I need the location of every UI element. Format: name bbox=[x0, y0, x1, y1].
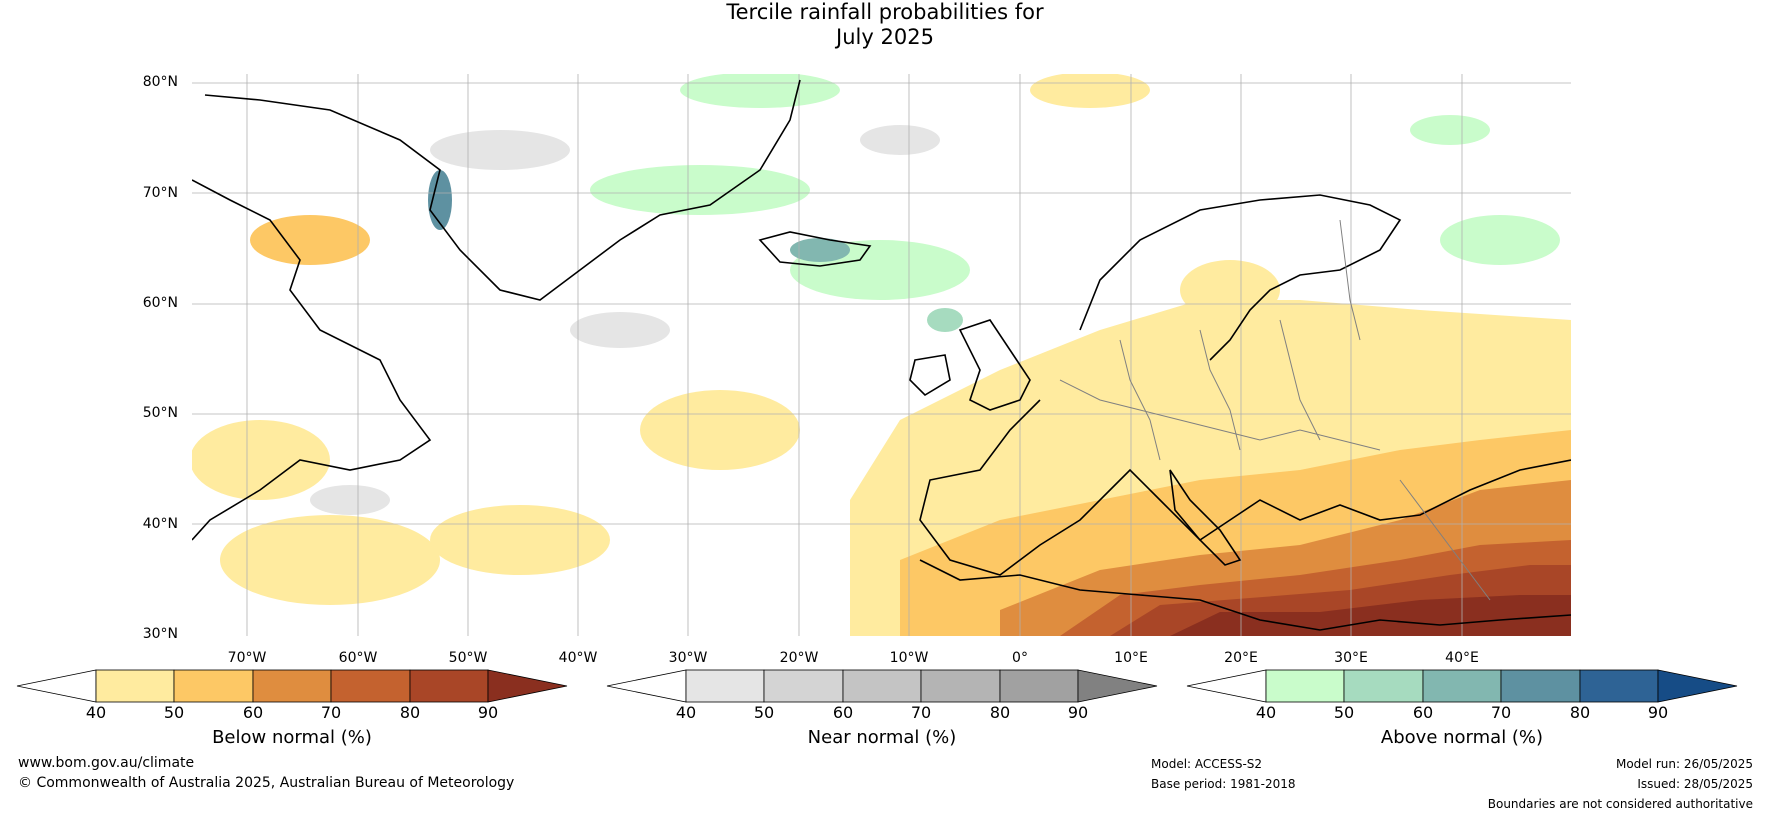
cb-near-tick-80: 80 bbox=[989, 703, 1011, 722]
country-borders bbox=[1059, 219, 1491, 601]
lon-label-50w: 50°W bbox=[448, 650, 488, 666]
scandinavia-coast bbox=[1079, 194, 1402, 361]
cb-below-lower-extend bbox=[16, 669, 97, 703]
cb-above-tick-50: 50 bbox=[1333, 703, 1355, 722]
footer-model: Model: ACCESS-S2 bbox=[1151, 757, 1263, 771]
cb-below-tick-40: 40 bbox=[85, 703, 107, 722]
africa-coast bbox=[919, 559, 1571, 631]
canada-coast bbox=[192, 179, 432, 541]
cb-near-lower-extend bbox=[606, 669, 687, 703]
colorbar-below-normal bbox=[16, 669, 568, 703]
title-line-2: July 2025 bbox=[836, 25, 934, 49]
lat-label-40n: 40°N bbox=[142, 516, 178, 532]
footer-disclaimer: Boundaries are not considered authoritat… bbox=[1487, 797, 1753, 811]
britain-coast bbox=[958, 319, 1031, 411]
lon-label-70w: 70°W bbox=[227, 650, 267, 666]
lon-label-20w: 20°W bbox=[779, 650, 819, 666]
cb-above-tick-70: 70 bbox=[1490, 703, 1512, 722]
cb-above-upper-extend bbox=[1657, 669, 1738, 703]
colorbar-title-above: Above normal (%) bbox=[1380, 727, 1544, 748]
lon-label-30e: 30°E bbox=[1334, 650, 1368, 666]
lon-label-20e: 20°E bbox=[1224, 650, 1258, 666]
cb-near-tick-90: 90 bbox=[1067, 703, 1089, 722]
lat-label-30n: 30°N bbox=[142, 626, 178, 642]
lat-label-80n: 80°N bbox=[142, 74, 178, 90]
cb-below-tick-70: 70 bbox=[320, 703, 342, 722]
coastlines bbox=[192, 79, 1571, 631]
greenland-coast bbox=[204, 79, 801, 301]
lon-label-10e: 10°E bbox=[1114, 650, 1148, 666]
lat-label-70n: 70°N bbox=[142, 185, 178, 201]
cb-near-tick-60: 60 bbox=[832, 703, 854, 722]
footer-issued: Issued: 28/05/2025 bbox=[1637, 777, 1753, 791]
cb-near-tick-70: 70 bbox=[910, 703, 932, 722]
title-line-1: Tercile rainfall probabilities for bbox=[726, 0, 1044, 24]
lon-label-30w: 30°W bbox=[668, 650, 708, 666]
cb-above-tick-60: 60 bbox=[1412, 703, 1434, 722]
lon-label-60w: 60°W bbox=[338, 650, 378, 666]
cb-near-tick-50: 50 bbox=[753, 703, 775, 722]
lon-label-10w: 10°W bbox=[889, 650, 929, 666]
below-normal-90-region bbox=[1170, 595, 1571, 636]
lat-label-50n: 50°N bbox=[142, 405, 178, 421]
europe-coast bbox=[919, 399, 1571, 576]
colorbar-above-normal bbox=[1186, 669, 1738, 703]
colorbar-title-below: Below normal (%) bbox=[212, 727, 372, 748]
cb-above-lower-extend bbox=[1186, 669, 1267, 703]
lon-label-0: 0° bbox=[1012, 650, 1028, 666]
cb-above-tick-80: 80 bbox=[1569, 703, 1591, 722]
footer-website: www.bom.gov.au/climate bbox=[18, 755, 195, 771]
cb-above-tick-40: 40 bbox=[1255, 703, 1277, 722]
colorbar-title-near: Near normal (%) bbox=[807, 727, 957, 748]
ireland-coast bbox=[909, 354, 951, 397]
cb-below-tick-50: 50 bbox=[163, 703, 185, 722]
colorbar-near-normal bbox=[606, 669, 1158, 703]
map-title: Tercile rainfall probabilities for July … bbox=[0, 0, 1770, 50]
italy-coast bbox=[1169, 469, 1242, 566]
lon-label-40e: 40°E bbox=[1445, 650, 1479, 666]
footer-copyright: © Commonwealth of Australia 2025, Austra… bbox=[18, 775, 515, 791]
cb-below-tick-60: 60 bbox=[242, 703, 264, 722]
lat-label-60n: 60°N bbox=[142, 295, 178, 311]
cb-below-upper-extend bbox=[487, 669, 568, 703]
iceland-coast bbox=[758, 231, 872, 267]
lon-label-40w: 40°W bbox=[558, 650, 598, 666]
footer-base-period: Base period: 1981-2018 bbox=[1151, 777, 1296, 791]
cb-below-tick-80: 80 bbox=[399, 703, 421, 722]
cb-below-tick-90: 90 bbox=[477, 703, 499, 722]
cb-near-upper-extend bbox=[1077, 669, 1158, 703]
cb-above-tick-90: 90 bbox=[1647, 703, 1669, 722]
footer-model-run: Model run: 26/05/2025 bbox=[1615, 757, 1753, 771]
grid-lines bbox=[192, 74, 1571, 636]
above-normal-40-patch bbox=[590, 165, 810, 215]
cb-near-tick-40: 40 bbox=[675, 703, 697, 722]
